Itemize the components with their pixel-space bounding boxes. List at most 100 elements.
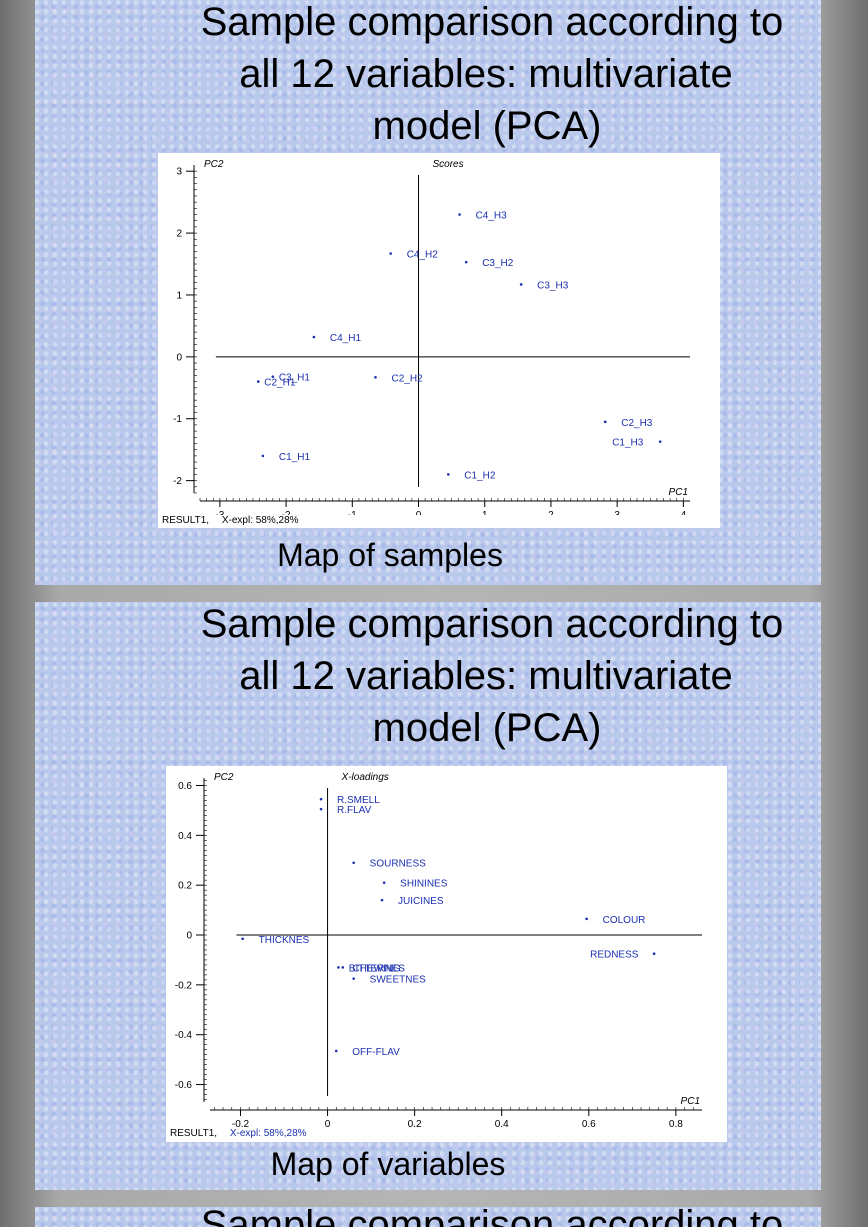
y-tick-label: 3 (176, 167, 182, 178)
point-label-thicknes: THICKNES (259, 935, 310, 946)
y-axis-label: PC2 (204, 159, 224, 170)
slide-samples: Sample comparison according to all 12 va… (35, 0, 821, 585)
plot-title: X-loadings (341, 772, 389, 783)
point-off-flav (334, 1049, 338, 1053)
footer-expl: X-expl: 58%,28% (229, 1128, 307, 1139)
point-label-c4-h3: C4_H3 (476, 211, 508, 222)
point-label-c1-h1: C1_H1 (279, 452, 311, 463)
point-c1-h2 (447, 473, 450, 476)
point-c2-h2 (374, 375, 377, 379)
point-c3-h1 (271, 375, 275, 378)
point-c2-h1 (256, 380, 260, 383)
point-label-juicines: JUICINES (398, 896, 444, 907)
slide-caption: Map of variables (270, 1146, 506, 1182)
footer-result: RESULT1, (162, 515, 210, 526)
point-label-chewing: CHEWING (352, 963, 401, 974)
point-c1-h1 (261, 454, 265, 458)
point-c2-h3 (603, 420, 607, 424)
x-tick-label: -0.2 (232, 1119, 250, 1128)
y-tick-label: 0.6 (178, 781, 192, 792)
point-label-off-flav: OFF-FLAV (352, 1047, 400, 1058)
title-line-2: all 12 variables: multivariate (239, 52, 733, 96)
point-label-c3-h1: C3_H1 (279, 373, 311, 384)
title-line-3: model (PCA) (372, 104, 602, 148)
slide-variables: Sample comparison according to all 12 va… (35, 602, 821, 1190)
point-sweetnes (352, 977, 355, 980)
point-label-c2-h1: C2_H1 (264, 378, 296, 389)
point-label-r-smell: R.SMELL (337, 795, 380, 806)
plot-footer: RESULT1, X-expl: 58%,28% (162, 515, 309, 526)
point-label-c4-h2: C4_H2 (407, 249, 439, 260)
point-bitternes (341, 966, 345, 969)
point-label-bitternes: BITTERNES (349, 963, 405, 974)
point-c1-h3 (658, 440, 662, 443)
point-label-r-flav: R.FLAV (337, 805, 372, 816)
scores-plot: -2 -1 0 1 2 3 -3 -2 -1 0 1 2 3 4 Scores PC2 PC1 C4_H3 C4_H… (158, 153, 720, 528)
point-label-c3-h2: C3_H2 (482, 258, 514, 269)
y-tick-label: 0 (186, 931, 192, 942)
loadings-plot: -0.6 -0.4 -0.2 0 0.2 0.4 0.6 -0.2 0 0.2 0.4 0.6 0.8 X… (166, 766, 727, 1142)
x-tick-label: 0.6 (582, 1119, 596, 1128)
y-axis-label: PC2 (214, 772, 234, 783)
point-redness (652, 952, 656, 956)
x-tick-label: 0.2 (408, 1119, 422, 1128)
point-label-c1-h3: C1_H3 (612, 438, 644, 449)
point-label-redness: REDNESS (590, 950, 639, 961)
point-sourness (352, 861, 355, 865)
x-tick-label: 0 (416, 510, 422, 515)
point-thicknes (241, 937, 244, 941)
point-label-sourness: SOURNESS (370, 859, 426, 870)
point-label-c2-h3: C2_H3 (621, 418, 653, 429)
slide-next: Sample comparison according to (35, 1207, 821, 1227)
y-tick-label: -2 (173, 476, 182, 487)
title-line-1: Sample comparison according to (200, 0, 784, 44)
plot-title: Scores (433, 159, 464, 170)
x-tick-label: -3 (215, 510, 224, 515)
point-label-c3-h3: C3_H3 (537, 280, 569, 291)
x-tick-label: 0 (325, 1119, 331, 1128)
point-juicines (380, 898, 384, 902)
y-tick-label: 0.2 (178, 881, 192, 892)
y-tick-label: 2 (176, 229, 182, 240)
point-r-flav (319, 807, 323, 811)
y-tick-label: -0.6 (175, 1080, 193, 1091)
point-shinines (382, 881, 386, 884)
y-tick-label: 1 (176, 290, 182, 301)
y-tick-label: -1 (173, 414, 182, 425)
slide-title: Sample comparison according to all 12 va… (35, 0, 821, 152)
x-tick-label: 4 (681, 510, 687, 515)
point-label-colour: COLOUR (603, 915, 646, 926)
point-c4-h1 (312, 335, 316, 339)
x-tick-label: 3 (614, 510, 620, 515)
y-tick-label: -0.2 (175, 980, 193, 991)
point-label-shinines: SHININES (400, 879, 448, 890)
title-line-1: Sample comparison according to (200, 602, 784, 646)
point-c3-h2 (464, 260, 468, 264)
point-c3-h3 (519, 283, 523, 286)
scores-chart-svg: -2 -1 0 1 2 3 -3 -2 -1 0 1 2 3 4 Scores PC2 PC1 C4_H3 C4_H… (173, 159, 690, 515)
slide-title: Sample comparison according to all 12 va… (35, 598, 821, 754)
point-r-smell (319, 797, 323, 801)
point-label-c4-h1: C4_H1 (330, 333, 362, 344)
loadings-chart-svg: -0.6 -0.4 -0.2 0 0.2 0.4 0.6 -0.2 0 0.2 0.4 0.6 0.8 X… (175, 772, 702, 1128)
title-line-3: model (PCA) (372, 706, 602, 750)
title-line-2: all 12 variables: multivariate (239, 654, 733, 698)
y-tick-label: 0 (176, 352, 182, 363)
point-chewing (337, 966, 340, 969)
title-line-1: Sample comparison according to (99, 1207, 821, 1227)
slide-title: Sample comparison according to (35, 1207, 821, 1227)
point-c4-h2 (389, 252, 393, 255)
point-label-sweetnes: SWEETNES (370, 975, 426, 986)
point-c4-h3 (458, 213, 461, 216)
y-tick-label: 0.4 (178, 831, 192, 842)
plot-footer: RESULT1, X-expl: 58%,28% (170, 1128, 317, 1139)
point-label-c2-h2: C2_H2 (391, 373, 423, 384)
x-axis-label: PC1 (681, 1096, 700, 1107)
x-tick-label: -1 (348, 510, 357, 515)
x-tick-label: -2 (282, 510, 291, 515)
y-tick-label: -0.4 (175, 1030, 193, 1041)
x-tick-label: 1 (482, 510, 488, 515)
x-tick-label: 0.4 (495, 1119, 509, 1128)
footer-result: RESULT1, (170, 1128, 218, 1139)
point-label-c1-h2: C1_H2 (464, 470, 496, 481)
